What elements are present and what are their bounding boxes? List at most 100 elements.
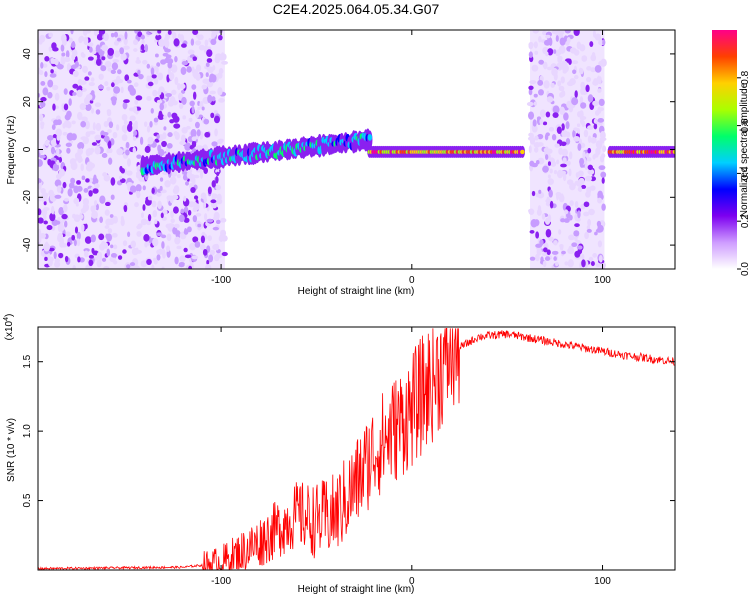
noise-blob xyxy=(73,197,80,205)
noise-blob xyxy=(183,247,188,253)
noise-blob xyxy=(205,72,209,78)
noise-blob xyxy=(120,86,124,94)
noise-blob xyxy=(553,256,557,261)
y-tick-label: 40 xyxy=(22,48,33,60)
noise-blob xyxy=(141,39,145,45)
noise-blob xyxy=(155,232,163,237)
noise-blob xyxy=(88,130,96,135)
noise-blob xyxy=(598,165,606,171)
noise-blob xyxy=(171,89,177,96)
noise-blob xyxy=(120,215,124,222)
noise-blob xyxy=(206,259,210,265)
noise-blob xyxy=(588,256,594,262)
noise-blob xyxy=(40,80,46,86)
noise-blob xyxy=(88,259,94,267)
noise-blob xyxy=(38,159,43,167)
noise-blob xyxy=(594,33,601,41)
noise-blob xyxy=(218,97,225,103)
noise-blob xyxy=(136,154,142,159)
noise-blob xyxy=(221,60,229,65)
noise-blob xyxy=(195,72,201,81)
noise-blob xyxy=(601,203,606,211)
colorbar-tick-label: 0.2 xyxy=(740,214,750,228)
noise-blob xyxy=(105,201,111,207)
noise-blob xyxy=(135,95,143,101)
noise-blob xyxy=(179,34,185,43)
noise-blob xyxy=(160,212,164,219)
noise-blob xyxy=(182,171,188,175)
noise-blob xyxy=(90,234,96,243)
noise-blob xyxy=(63,103,69,111)
noise-blob xyxy=(545,111,551,118)
noise-blob xyxy=(70,133,77,141)
noise-blob xyxy=(56,159,60,166)
noise-blob xyxy=(215,184,222,191)
noise-blob xyxy=(92,205,97,211)
noise-blob xyxy=(132,126,138,131)
noise-blob xyxy=(556,126,562,134)
noise-blob xyxy=(117,255,123,260)
noise-blob xyxy=(135,59,142,64)
noise-blob xyxy=(107,140,112,149)
noise-blob xyxy=(38,233,41,238)
noise-blob xyxy=(156,62,161,67)
noise-blob xyxy=(140,260,148,268)
noise-blob xyxy=(46,225,53,231)
noise-blob xyxy=(560,141,567,147)
noise-blob xyxy=(62,131,68,136)
noise-blob xyxy=(166,233,172,242)
noise-blob xyxy=(207,186,212,195)
noise-blob xyxy=(54,92,60,101)
noise-blob xyxy=(544,217,551,225)
noise-blob xyxy=(94,183,100,189)
noise-blob xyxy=(568,168,572,177)
noise-blob xyxy=(103,242,109,249)
noise-blob xyxy=(153,77,159,85)
noise-blob xyxy=(61,52,66,57)
noise-blob xyxy=(143,121,148,127)
noise-blob xyxy=(197,106,201,111)
noise-blob xyxy=(533,41,538,49)
noise-blob xyxy=(207,46,212,51)
noise-blob xyxy=(144,241,148,248)
noise-blob xyxy=(133,48,138,53)
colorbar: 0.0 0.2 0.4 0.6 0.8 Normalized spectral ampl… xyxy=(712,30,750,276)
noise-blob xyxy=(536,247,542,256)
noise-blob xyxy=(583,201,590,208)
noise-blob xyxy=(58,207,64,216)
noise-blob xyxy=(49,193,57,202)
noise-blob xyxy=(537,205,542,213)
noise-blob xyxy=(151,187,155,194)
noise-blob xyxy=(526,101,534,107)
noise-blob xyxy=(134,202,139,208)
noise-blob xyxy=(593,118,598,124)
noise-blob xyxy=(66,110,72,119)
noise-blob xyxy=(120,168,126,174)
noise-blob xyxy=(597,88,602,93)
noise-blob xyxy=(99,216,104,223)
noise-blob xyxy=(76,231,81,240)
noise-blob xyxy=(56,134,61,141)
noise-blob xyxy=(534,135,539,141)
noise-blob xyxy=(545,51,549,57)
noise-blob xyxy=(140,218,148,226)
heatmap-marks xyxy=(38,30,675,269)
noise-blob xyxy=(560,163,567,168)
noise-blob xyxy=(173,38,180,47)
x-tick-label: 100 xyxy=(594,275,611,286)
noise-blob xyxy=(533,147,539,153)
noise-blob xyxy=(177,82,181,91)
noise-blob xyxy=(579,157,585,166)
noise-blob xyxy=(54,257,61,264)
noise-blob xyxy=(576,207,582,213)
noise-blob xyxy=(140,43,145,51)
noise-blob xyxy=(146,96,152,101)
noise-blob xyxy=(83,188,89,193)
noise-blob xyxy=(66,241,71,247)
noise-blob xyxy=(568,245,574,250)
noise-blob xyxy=(55,128,62,137)
noise-blob xyxy=(587,94,594,103)
noise-blob xyxy=(180,89,186,94)
noise-blob xyxy=(109,218,115,225)
noise-blob xyxy=(110,244,114,249)
